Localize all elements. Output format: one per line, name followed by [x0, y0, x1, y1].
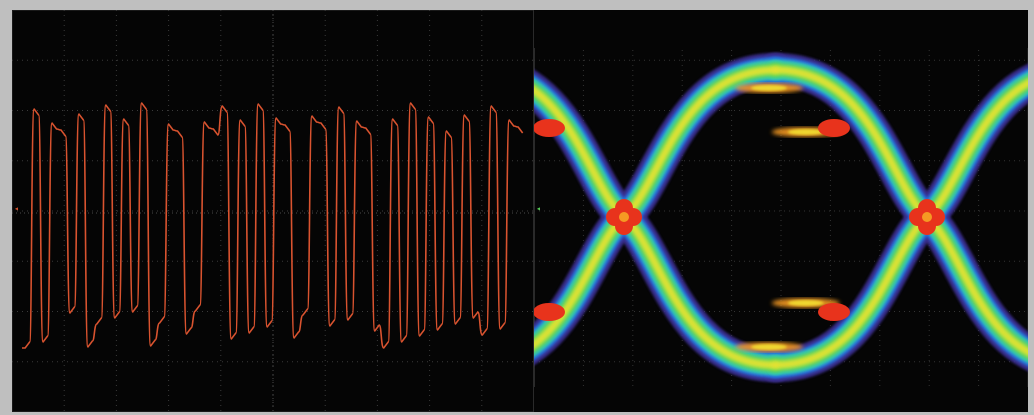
channel-marker-left: ◂: [14, 204, 19, 213]
eye-diagram-plot: [534, 10, 1028, 412]
waveform-plot: [12, 10, 534, 412]
eye-rail-crossing: [534, 303, 565, 321]
waveform-grid: [12, 10, 534, 412]
eye-rail-crossing: [818, 119, 850, 137]
waveform-panel: ◂: [12, 10, 534, 412]
eye-hotspots: [735, 83, 840, 352]
eye-rail-crossing: [818, 303, 850, 321]
waveform-trace: [21, 102, 524, 349]
eye-rail-crossing: [534, 119, 565, 137]
oscilloscope-screen: ◂ ◂: [12, 10, 1028, 412]
eye-crossing-right: [909, 199, 945, 235]
eye-crossing-left: [606, 199, 642, 235]
eye-diagram-panel: ◂: [534, 10, 1028, 412]
channel-marker-right: ◂: [536, 204, 541, 213]
